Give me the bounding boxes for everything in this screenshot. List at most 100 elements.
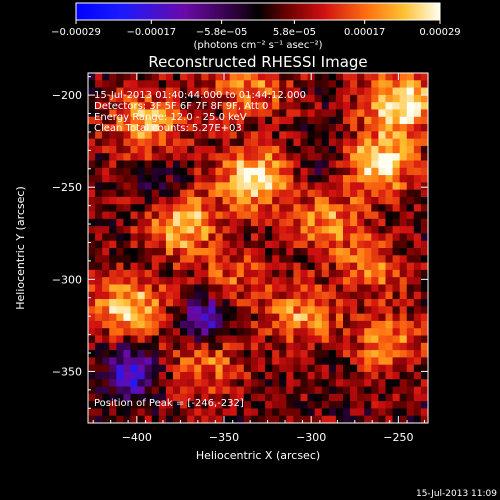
heatmap-cell: [343, 153, 351, 161]
heatmap-cell: [385, 415, 393, 423]
heatmap-cell: [378, 371, 386, 380]
heatmap-cell: [357, 306, 365, 315]
heatmap-cell: [187, 204, 195, 212]
heatmap-cell: [144, 357, 153, 366]
heatmap-cell: [222, 204, 231, 212]
heatmap-cell: [173, 401, 181, 409]
heatmap-cell: [250, 350, 259, 358]
heatmap-cell: [173, 87, 181, 96]
heatmap-cell: [187, 145, 195, 154]
heatmap-cell: [265, 262, 273, 271]
heatmap-cell: [321, 335, 330, 344]
heatmap-cell: [279, 211, 287, 220]
heatmap-cell: [173, 255, 181, 263]
heatmap-cell: [229, 386, 238, 395]
heatmap-cell: [158, 218, 167, 227]
heatmap-cell: [321, 102, 330, 110]
heatmap-cell: [258, 255, 266, 263]
heatmap-cell: [208, 364, 216, 373]
heatmap-cell: [208, 73, 216, 81]
heatmap-cell: [392, 255, 401, 263]
heatmap-cell: [350, 291, 358, 300]
heatmap-cell: [314, 320, 323, 329]
heatmap-cell: [300, 145, 308, 154]
heatmap-cell: [392, 401, 401, 409]
heatmap-cell: [420, 248, 428, 256]
heatmap-cell: [151, 291, 160, 300]
heatmap-cell: [137, 262, 146, 271]
heatmap-cell: [187, 109, 195, 118]
heatmap-cell: [236, 342, 245, 351]
heatmap-cell: [201, 109, 209, 118]
heatmap-cell: [279, 87, 287, 96]
heatmap-cell: [88, 248, 96, 256]
heatmap-cell: [137, 401, 146, 409]
colorbar-tick-label: −0.00017: [126, 27, 176, 38]
heatmap-cell: [88, 240, 96, 249]
heatmap-cell: [321, 226, 330, 234]
heatmap-cell: [116, 291, 124, 300]
heatmap-cell: [258, 153, 266, 161]
heatmap-cell: [130, 328, 138, 336]
heatmap-cell: [250, 415, 259, 423]
heatmap-cell: [272, 204, 280, 212]
heatmap-cell: [378, 73, 386, 81]
heatmap-cell: [236, 248, 245, 256]
heatmap-cell: [88, 342, 96, 351]
heatmap-cell: [300, 269, 308, 278]
heatmap-cell: [321, 284, 330, 293]
heatmap-cell: [307, 182, 316, 191]
heatmap-cell: [229, 269, 238, 278]
heatmap-cell: [243, 131, 252, 140]
heatmap-cell: [201, 131, 209, 140]
heatmap-cell: [314, 182, 323, 191]
heatmap-cell: [137, 335, 146, 344]
heatmap-cell: [194, 116, 202, 125]
heatmap-cell: [328, 320, 337, 329]
heatmap-cell: [300, 211, 308, 220]
heatmap-cell: [102, 233, 110, 242]
heatmap-cell: [194, 393, 202, 402]
heatmap-cell: [307, 371, 316, 380]
heatmap-cell: [371, 211, 379, 220]
heatmap-cell: [392, 167, 401, 176]
heatmap-cell: [314, 196, 323, 205]
heatmap-cell: [265, 102, 273, 110]
heatmap-cell: [144, 262, 153, 271]
heatmap-cell: [357, 211, 365, 220]
heatmap-cell: [109, 131, 117, 140]
heatmap-cell: [194, 248, 202, 256]
heatmap-cell: [371, 94, 379, 103]
heatmap-cell: [137, 138, 146, 147]
heatmap-cell: [88, 269, 96, 278]
heatmap-cell: [243, 284, 252, 293]
heatmap-cell: [173, 386, 181, 395]
heatmap-cell: [222, 269, 231, 278]
heatmap-cell: [364, 408, 372, 417]
heatmap-cell: [350, 218, 358, 227]
heatmap-cell: [350, 116, 358, 125]
chart-title: Reconstructed RHESSI Image: [148, 53, 367, 71]
heatmap-cell: [109, 262, 117, 271]
heatmap-cell: [300, 138, 308, 147]
heatmap-cell: [173, 313, 181, 322]
heatmap-cell: [208, 102, 216, 110]
heatmap-cell: [109, 313, 117, 322]
heatmap-cell: [420, 379, 428, 387]
heatmap-cell: [300, 335, 308, 344]
heatmap-cell: [165, 204, 174, 212]
heatmap-cell: [208, 313, 216, 322]
heatmap-cell: [165, 145, 174, 154]
heatmap-cell: [229, 357, 238, 366]
heatmap-cell: [158, 145, 167, 154]
heatmap-cell: [194, 379, 202, 387]
heatmap-cell: [406, 408, 415, 417]
heatmap-cell: [151, 408, 160, 417]
heatmap-cell: [243, 299, 252, 307]
heatmap-cell: [201, 218, 209, 227]
heatmap-cell: [158, 306, 167, 315]
heatmap-cell: [328, 116, 337, 125]
heatmap-cell: [350, 124, 358, 132]
heatmap-cell: [137, 124, 146, 132]
